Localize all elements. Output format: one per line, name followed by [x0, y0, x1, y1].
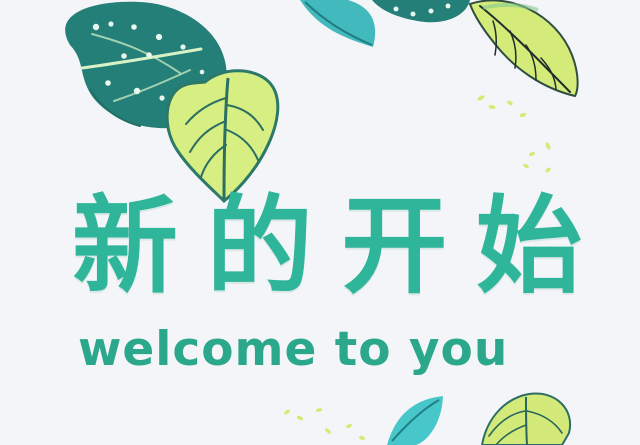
yellow-green-leaf-icon [480, 392, 572, 445]
title-char: 始 [475, 185, 582, 308]
title-char: 新 [72, 185, 178, 308]
blue-leaf-icon [387, 396, 443, 445]
small-leaves-icon [284, 408, 366, 440]
monstera-leaf-icon [372, 0, 470, 23]
blue-leaf-icon [300, 0, 376, 47]
small-leaves-icon [165, 69, 280, 204]
yellow-green-leaf-icon [468, 0, 579, 98]
title-char: 的 [206, 185, 313, 308]
page-title: 新 的 开 始 [62, 192, 592, 302]
welcome-subtitle: welcome to you [78, 322, 509, 377]
title-char: 开 [341, 185, 448, 308]
small-leaves-icon [477, 95, 551, 173]
